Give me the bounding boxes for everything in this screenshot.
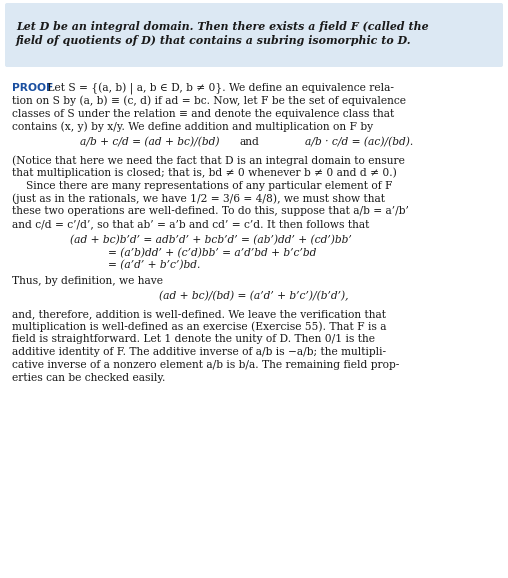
Text: Thus, by definition, we have: Thus, by definition, we have	[12, 276, 163, 286]
Text: tion on S by (a, b) ≡ (c, d) if ad = bc. Now, let F be the set of equivalence: tion on S by (a, b) ≡ (c, d) if ad = bc.…	[12, 96, 406, 106]
Text: (ad + bc)/(bd) = (a’d’ + b’c’)/(b’d’),: (ad + bc)/(bd) = (a’d’ + b’c’)/(b’d’),	[159, 291, 349, 301]
Text: these two operations are well-defined. To do this, suppose that a/b = a’/b’: these two operations are well-defined. T…	[12, 206, 409, 216]
Text: Since there are many representations of any particular element of F: Since there are many representations of …	[26, 180, 393, 191]
Text: (Notice that here we need the fact that D is an integral domain to ensure: (Notice that here we need the fact that …	[12, 155, 405, 165]
Text: that multiplication is closed; that is, bd ≠ 0 whenever b ≠ 0 and d ≠ 0.): that multiplication is closed; that is, …	[12, 168, 397, 179]
Text: erties can be checked easily.: erties can be checked easily.	[12, 373, 166, 383]
Text: and c/d = c’/d’, so that ab’ = a’b and cd’ = c’d. It then follows that: and c/d = c’/d’, so that ab’ = a’b and c…	[12, 219, 369, 229]
Text: (ad + bc)b’d’ = adb’d’ + bcb’d’ = (ab’)dd’ + (cd’)bb’: (ad + bc)b’d’ = adb’d’ + bcb’d’ = (ab’)d…	[70, 235, 352, 245]
Text: = (a’b)dd’ + (c’d)bb’ = a’d’bd + b’c’bd: = (a’b)dd’ + (c’d)bb’ = a’d’bd + b’c’bd	[108, 247, 316, 258]
Text: field is straightforward. Let 1 denote the unity of D. Then 0/1 is the: field is straightforward. Let 1 denote t…	[12, 335, 375, 344]
Text: = (a’d’ + b’c’)bd.: = (a’d’ + b’c’)bd.	[108, 261, 200, 271]
Text: classes of S under the relation ≡ and denote the equivalence class that: classes of S under the relation ≡ and de…	[12, 109, 394, 118]
Text: a/b + c/d = (ad + bc)/(bd): a/b + c/d = (ad + bc)/(bd)	[80, 137, 219, 147]
Text: Let S = {(a, b) | a, b ∈ D, b ≠ 0}. We define an equivalence rela-: Let S = {(a, b) | a, b ∈ D, b ≠ 0}. We d…	[44, 83, 394, 95]
Text: cative inverse of a nonzero element a/b is b/a. The remaining field prop-: cative inverse of a nonzero element a/b …	[12, 360, 399, 370]
Text: PROOF: PROOF	[12, 83, 53, 93]
FancyBboxPatch shape	[5, 3, 503, 67]
Text: (just as in the rationals, we have 1/2 = 3/6 = 4/8), we must show that: (just as in the rationals, we have 1/2 =…	[12, 194, 385, 204]
Text: contains (x, y) by x/y. We define addition and multiplication on F by: contains (x, y) by x/y. We define additi…	[12, 121, 373, 132]
Text: field of quotients of D) that contains a subring isomorphic to D.: field of quotients of D) that contains a…	[16, 35, 411, 46]
Text: and, therefore, addition is well-defined. We leave the verification that: and, therefore, addition is well-defined…	[12, 309, 386, 319]
Text: multiplication is well-defined as an exercise (Exercise 55). That F is a: multiplication is well-defined as an exe…	[12, 321, 387, 332]
Text: Let D be an integral domain. Then there exists a field F (called the: Let D be an integral domain. Then there …	[16, 21, 429, 32]
Text: a/b · c/d = (ac)/(bd).: a/b · c/d = (ac)/(bd).	[305, 137, 413, 147]
Text: and: and	[240, 137, 260, 147]
Text: additive identity of F. The additive inverse of a/b is −a/b; the multipli-: additive identity of F. The additive inv…	[12, 347, 386, 357]
